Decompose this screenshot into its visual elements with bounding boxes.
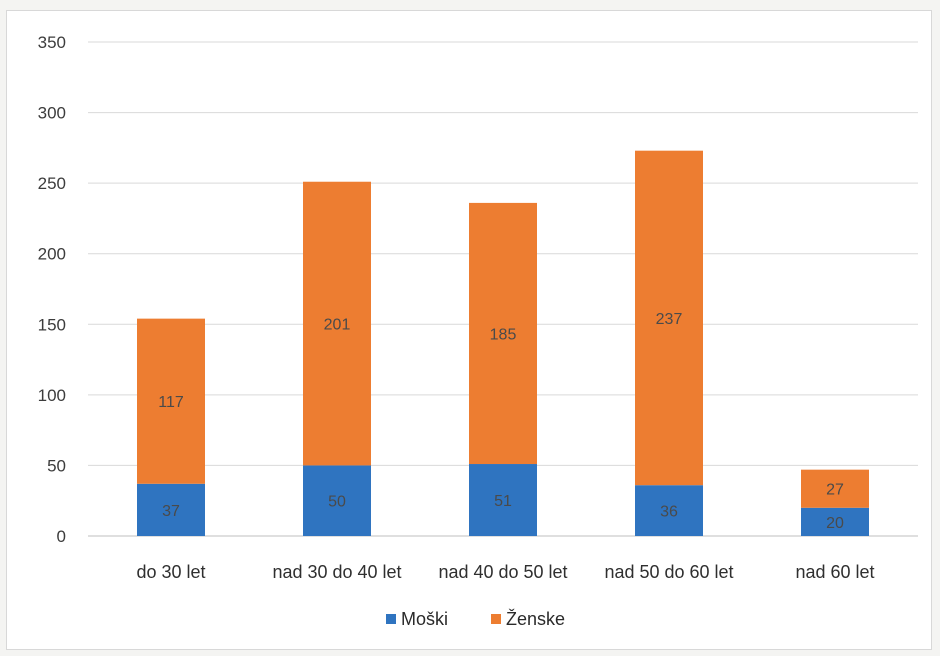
y-tick-label: 50 bbox=[47, 456, 66, 475]
legend: Moški Ženske bbox=[386, 609, 565, 629]
x-tick-label: nad 30 do 40 let bbox=[272, 562, 401, 582]
x-tick-label: nad 50 do 60 let bbox=[604, 562, 733, 582]
bar-moski bbox=[469, 464, 537, 536]
legend-label: Ženske bbox=[506, 609, 565, 629]
x-tick-label: do 30 let bbox=[136, 562, 205, 582]
data-label: 20 bbox=[826, 515, 844, 532]
y-tick-label: 150 bbox=[38, 315, 66, 334]
bar-zenske bbox=[137, 318, 205, 484]
data-label: 36 bbox=[660, 504, 678, 521]
legend-swatch bbox=[386, 614, 396, 624]
data-label: 201 bbox=[324, 317, 351, 334]
data-label: 27 bbox=[826, 482, 844, 499]
bar-moski bbox=[137, 483, 205, 536]
y-tick-label: 300 bbox=[38, 104, 66, 123]
bar-zenske bbox=[801, 469, 869, 508]
bar-zenske bbox=[303, 181, 371, 466]
bar-zenske bbox=[635, 150, 703, 486]
y-tick-label: 100 bbox=[38, 386, 66, 405]
bars: 37 117 50 201 51 185 36 237 20 27 bbox=[137, 150, 869, 536]
data-label: 237 bbox=[656, 311, 683, 328]
legend-label: Moški bbox=[401, 609, 448, 629]
data-label: 50 bbox=[328, 494, 346, 511]
y-tick-label: 250 bbox=[38, 174, 66, 193]
bar-moski bbox=[303, 465, 371, 536]
x-axis: do 30 let nad 30 do 40 let nad 40 do 50 le… bbox=[136, 562, 874, 582]
bar-moski bbox=[635, 485, 703, 536]
bar-moski bbox=[801, 507, 869, 536]
y-tick-label: 200 bbox=[38, 245, 66, 264]
data-label: 37 bbox=[162, 503, 180, 520]
x-tick-label: nad 60 let bbox=[795, 562, 874, 582]
y-tick-label: 0 bbox=[57, 527, 66, 546]
data-label: 117 bbox=[158, 394, 184, 411]
x-tick-label: nad 40 do 50 let bbox=[438, 562, 567, 582]
data-label: 185 bbox=[490, 326, 517, 343]
y-axis: 0 50 100 150 200 250 300 350 bbox=[38, 33, 66, 546]
bar-zenske bbox=[469, 202, 537, 465]
y-tick-label: 350 bbox=[38, 33, 66, 52]
data-label: 51 bbox=[494, 493, 512, 510]
legend-swatch bbox=[491, 614, 501, 624]
